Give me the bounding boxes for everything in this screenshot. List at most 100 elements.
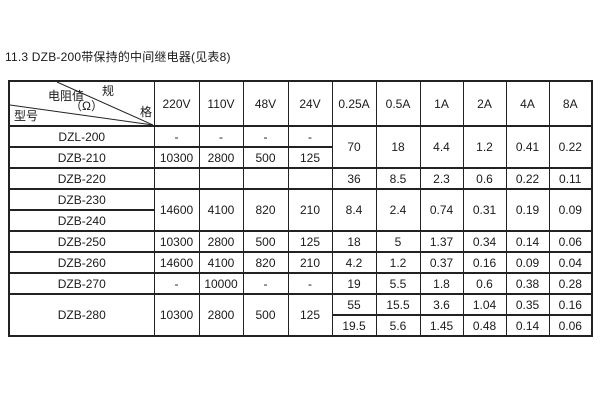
value-cell: 36 [331,167,377,190]
value-cell: 0.09 [548,188,593,232]
corner-header-cell: 规 格 电阻值 （Ω） 型号 [8,80,155,127]
value-cell: 0.28 [548,272,593,295]
value-cell: 0.19 [505,188,550,232]
value-cell: 0.41 [505,125,550,169]
column-header-48v: 48V [242,80,289,127]
value-cell: 70 [331,125,377,169]
value-cell: 10300 [153,230,200,253]
value-cell: 4100 [198,188,244,232]
model-cell: DZB-230 [8,188,155,211]
value-cell: 125 [287,230,333,253]
column-header-0-25a: 0.25A [331,80,377,127]
table-row-dzb-210: DZB-210 10300 2800 500 125 [8,146,592,169]
value-cell: 1.2 [375,251,421,274]
value-cell: - [242,125,289,148]
value-cell: - [198,125,244,148]
value-cell: - [242,272,289,295]
value-cell: 18 [331,230,377,253]
value-cell [242,167,289,190]
value-cell: 14600 [153,251,200,274]
table-row-dzb-270: DZB-270 - 10000 - - 19 5.5 1.8 0.6 0.38 … [8,272,593,295]
value-cell: 1.04 [462,293,507,316]
value-cell: 2.3 [419,167,464,190]
column-header-4a: 4A [505,80,550,127]
model-cell: DZB-210 [8,146,155,169]
value-cell: 2800 [198,146,244,169]
corner-label-model: 型号 [14,109,39,123]
table-row-dzl-200: DZL-200 - - - - 70 18 4.4 1.2 0.41 0.22 [8,125,593,169]
value-cell: - [153,125,200,148]
model-cell: DZL-200 [8,125,155,148]
value-cell: - [287,125,333,148]
model-cell: DZB-260 [8,251,155,274]
value-cell: 3.6 [419,293,464,316]
value-cell: 0.04 [548,251,593,274]
value-cell: 0.16 [548,293,593,316]
value-cell: 19.5 [331,314,377,337]
value-cell: 1.8 [419,272,464,295]
value-cell: 1.45 [419,314,464,337]
value-cell: 0.35 [505,293,550,316]
value-cell: 210 [287,188,333,232]
column-header-8a: 8A [548,80,593,127]
value-cell: 0.22 [505,167,550,190]
column-header-110v: 110V [198,80,244,127]
section-title: 11.3 DZB-200带保持的中间继电器(见表8) [5,50,231,64]
corner-label-ohm-unit: （Ω） [70,99,103,113]
value-cell: 0.06 [548,230,593,253]
value-cell: 500 [242,146,289,169]
value-cell: 0.14 [505,314,550,337]
table-row-dzb-230: DZB-230 14600 4100 820 210 8.4 2.4 0.74 … [8,188,593,232]
value-cell [287,167,333,190]
value-cell: 1.2 [462,125,507,169]
table-row-dzb-220: DZB-220 36 8.5 2.3 0.6 0.22 0.11 [8,167,593,190]
value-cell: 0.16 [462,251,507,274]
value-cell: 0.31 [462,188,507,232]
value-cell: 0.34 [462,230,507,253]
value-cell: 18 [375,125,421,169]
value-cell: 8.5 [375,167,421,190]
value-cell: 125 [287,146,333,169]
value-cell: 4.2 [331,251,377,274]
value-cell: 0.37 [419,251,464,274]
value-cell [153,167,200,190]
value-cell: 0.48 [462,314,507,337]
diagonal-divider-lines [10,83,152,124]
value-cell: 4100 [198,251,244,274]
value-cell: 0.74 [419,188,464,232]
value-cell: 55 [331,293,377,316]
table-row-dzb-250: DZB-250 10300 2800 500 125 18 5 1.37 0.3… [8,230,593,253]
value-cell [198,167,244,190]
value-cell: 2.4 [375,188,421,232]
corner-label-spec-2: 格 [140,105,153,119]
value-cell: 10300 [153,146,200,169]
value-cell: 0.6 [462,167,507,190]
model-cell: DZB-250 [8,230,155,253]
value-cell: 0.14 [505,230,550,253]
model-cell: DZB-240 [8,209,155,232]
value-cell: 500 [242,293,289,337]
value-cell: 5.6 [375,314,421,337]
value-cell: 10300 [153,293,200,337]
model-cell: DZB-270 [8,272,155,295]
column-header-1a: 1A [419,80,464,127]
corner-label-resistance: 电阻值 [48,89,85,103]
value-cell: 8.4 [331,188,377,232]
value-cell: 5 [375,230,421,253]
value-cell: 0.06 [548,314,593,337]
table-row-dzb-280: DZB-280 10300 2800 500 125 55 15.5 3.6 1… [8,293,593,337]
value-cell: 0.22 [548,125,593,169]
value-cell: 820 [242,188,289,232]
table-row-dzb-280-second: 19.5 5.6 1.45 0.48 0.14 0.06 [9,314,593,337]
corner-label-spec-1: 规 [102,84,115,98]
value-cell: 19 [331,272,377,295]
value-cell: 5.5 [375,272,421,295]
value-cell: 4.4 [419,125,464,169]
column-header-24v: 24V [287,80,333,127]
value-cell: 0.11 [548,167,593,190]
value-cell: 1.37 [419,230,464,253]
value-cell: 125 [287,293,333,337]
value-cell: 0.09 [505,251,550,274]
table-row-dzb-260: DZB-260 14600 4100 820 210 4.2 1.2 0.37 … [8,251,593,274]
